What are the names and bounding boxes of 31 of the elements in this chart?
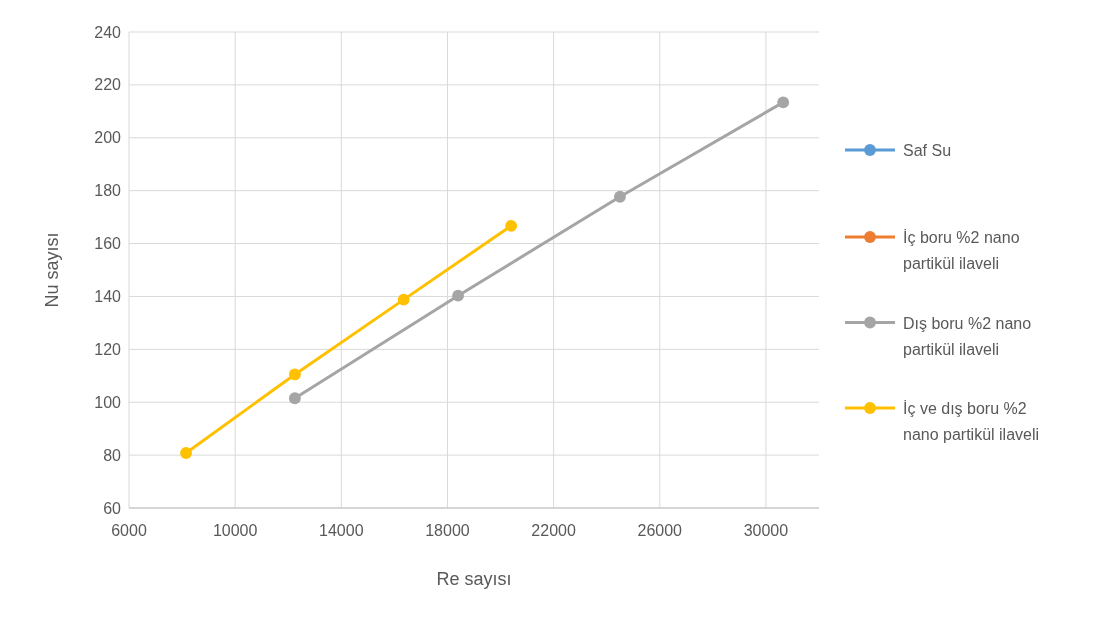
point [614,190,626,203]
x-axis-title: Re sayısı [436,569,512,589]
x-tick-label: 14000 [319,522,364,539]
legend-label: Dış boru %2 nano partikül ilaveli [903,314,1032,357]
y-tick-label: 140 [94,287,122,305]
x-tick-label: 18000 [425,522,470,539]
point [505,219,518,232]
x-tick-label: 6000 [111,522,147,539]
x-tick-label: 22000 [531,522,576,539]
point [288,392,301,405]
y-tick-label: 200 [94,129,122,147]
y-tick-label: 80 [103,446,122,464]
y-tick-label: 120 [94,340,122,358]
y-tick-label: 100 [94,393,122,411]
legend-label: İç boru %2 nano partikül ilaveli [903,227,1020,272]
y-tick-label: 160 [94,235,122,253]
y-tick-label: 180 [94,182,122,200]
point [452,289,464,302]
legend-label: Saf Su [903,141,952,159]
legend-label: İç ve dış boru %2 nano partikül ilaveli [903,398,1040,443]
x-tick-label: 30000 [743,522,789,539]
point [288,368,301,381]
y-tick-label: 60 [103,499,122,517]
y-tick-label: 240 [94,23,122,41]
y-tick-label: 220 [94,76,122,94]
x-tick-label: 10000 [212,522,258,539]
y-axis-title: Nu sayısı [42,232,62,308]
x-tick-label: 26000 [637,522,683,539]
point [180,447,192,459]
point [777,96,790,109]
point [397,293,410,306]
